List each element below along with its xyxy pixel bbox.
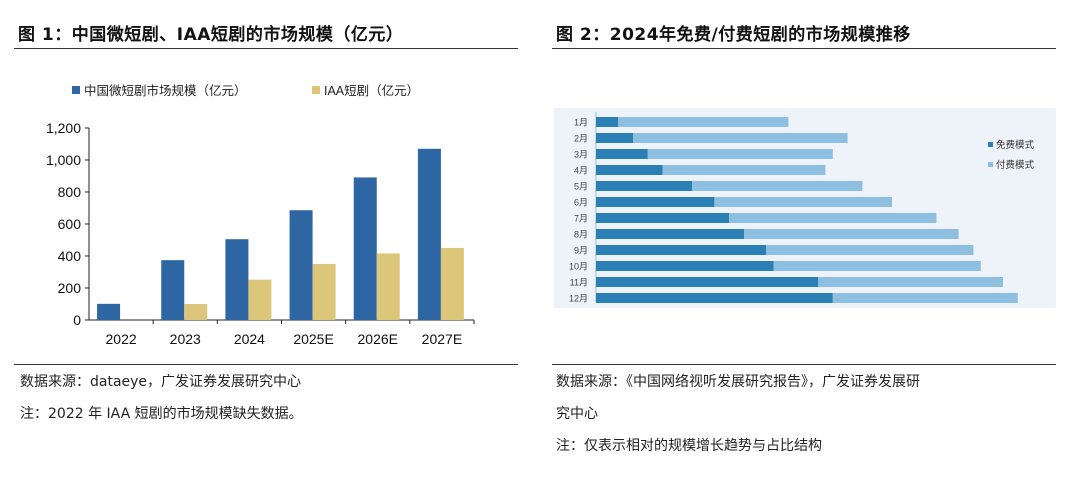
bar-paid-12: [832, 293, 1018, 303]
figure2-title: 图 2：2024年免费/付费短剧的市场规模推移: [556, 25, 911, 45]
bar-micro-drama-2025E: [289, 210, 313, 320]
bar-paid-4: [662, 165, 826, 175]
bar-paid-6: [714, 197, 892, 207]
bar-iaa-2027E: [440, 248, 464, 320]
y-tick-label: 200: [58, 280, 82, 296]
bar-micro-drama-2023: [161, 260, 185, 320]
figure2-note: 注：仅表示相对的规模增长趋势与占比结构: [556, 438, 822, 454]
legend-swatch-1: [988, 162, 993, 167]
bar-free-5: [596, 181, 693, 191]
y-tick-label: 11月: [570, 278, 588, 288]
legend-swatch-0: [988, 142, 993, 147]
bar-free-10: [596, 261, 774, 271]
bar-paid-1: [618, 117, 789, 127]
bar-iaa-2023: [184, 304, 208, 320]
x-tick-label: 2027E: [422, 331, 462, 347]
bar-free-9: [596, 245, 767, 255]
y-tick-label: 0: [73, 312, 81, 328]
legend-label-1: 付费模式: [996, 159, 1035, 171]
y-tick-label: 8月: [574, 230, 588, 240]
y-tick-label: 4月: [574, 166, 588, 176]
figure2-source-line1: 数据来源：《中国网络视听发展研究报告》，广发证券发展研: [556, 374, 920, 390]
y-tick-label: 12月: [569, 294, 588, 304]
bar-paid-10: [773, 261, 981, 271]
y-tick-label: 800: [58, 184, 82, 200]
bar-micro-drama-2027E: [417, 148, 441, 320]
x-tick-label: 2025E: [293, 331, 333, 347]
bar-free-6: [596, 197, 715, 207]
bar-free-11: [596, 277, 818, 287]
figure1-note: 注：2022 年 IAA 短剧的市场规模缺失数据。: [20, 406, 303, 422]
bar-free-3: [596, 149, 648, 159]
y-tick-label: 2月: [574, 134, 588, 144]
legend-label-1: IAA短剧（亿元）: [324, 83, 419, 98]
bar-micro-drama-2022: [97, 303, 121, 320]
y-tick-label: 600: [58, 216, 82, 232]
y-tick-label: 3月: [574, 150, 588, 160]
y-tick-label: 400: [58, 248, 82, 264]
bar-free-4: [596, 165, 663, 175]
bar-paid-3: [647, 149, 833, 159]
bar-paid-5: [692, 181, 863, 191]
bar-paid-2: [633, 133, 848, 143]
bar-free-2: [596, 133, 633, 143]
bar-free-7: [596, 213, 730, 223]
legend-label-0: 免费模式: [996, 139, 1035, 151]
y-tick-label: 1,200: [46, 120, 81, 136]
y-tick-label: 1月: [574, 118, 588, 128]
bar-micro-drama-2026E: [353, 177, 377, 320]
figure2-source-line2: 究中心: [556, 406, 598, 422]
y-tick-label: 1,000: [46, 152, 81, 168]
legend-swatch-1: [312, 86, 320, 94]
y-tick-label: 9月: [574, 246, 588, 256]
y-tick-label: 10月: [569, 262, 588, 272]
legend-swatch-0: [72, 86, 80, 94]
figure2-bottom-rule: [552, 364, 1056, 365]
bar-paid-9: [766, 245, 974, 255]
bar-free-1: [596, 117, 619, 127]
figure1-notes: 数据来源：dataeye，广发证券发展研究中心 注：2022 年 IAA 短剧的…: [20, 366, 520, 430]
bar-paid-8: [744, 229, 959, 239]
figure1-title: 图 1：中国微短剧、IAA短剧的市场规模（亿元）: [18, 25, 404, 45]
bar-micro-drama-2024: [225, 239, 249, 320]
figure1-bottom-rule: [14, 364, 518, 365]
bar-iaa-2025E: [312, 264, 336, 320]
x-tick-label: 2022: [106, 331, 137, 347]
bar-paid-11: [818, 277, 1003, 287]
figure2-notes: 数据来源：《中国网络视听发展研究报告》，广发证券发展研 究中心 注：仅表示相对的…: [556, 366, 1056, 462]
y-tick-label: 6月: [574, 198, 588, 208]
bar-free-12: [596, 293, 833, 303]
y-tick-label: 5月: [574, 182, 588, 192]
figure2-title-rule: [552, 48, 1056, 49]
legend-label-0: 中国微短剧市场规模（亿元）: [84, 83, 247, 98]
figure1-source: 数据来源：dataeye，广发证券发展研究中心: [20, 374, 302, 390]
bar-iaa-2024: [248, 279, 272, 320]
market-size-bar-chart: 中国微短剧市场规模（亿元） IAA短剧（亿元） 0 200 400 600 800 1,000…: [46, 83, 475, 347]
x-tick-label: 2026E: [358, 331, 398, 347]
bar-paid-7: [729, 213, 937, 223]
y-tick-label: 7月: [574, 214, 588, 224]
x-tick-label: 2023: [170, 331, 201, 347]
x-tick-label: 2024: [234, 331, 265, 347]
figure1-title-rule: [14, 48, 518, 49]
bar-iaa-2026E: [376, 253, 400, 320]
bar-free-8: [596, 229, 744, 239]
